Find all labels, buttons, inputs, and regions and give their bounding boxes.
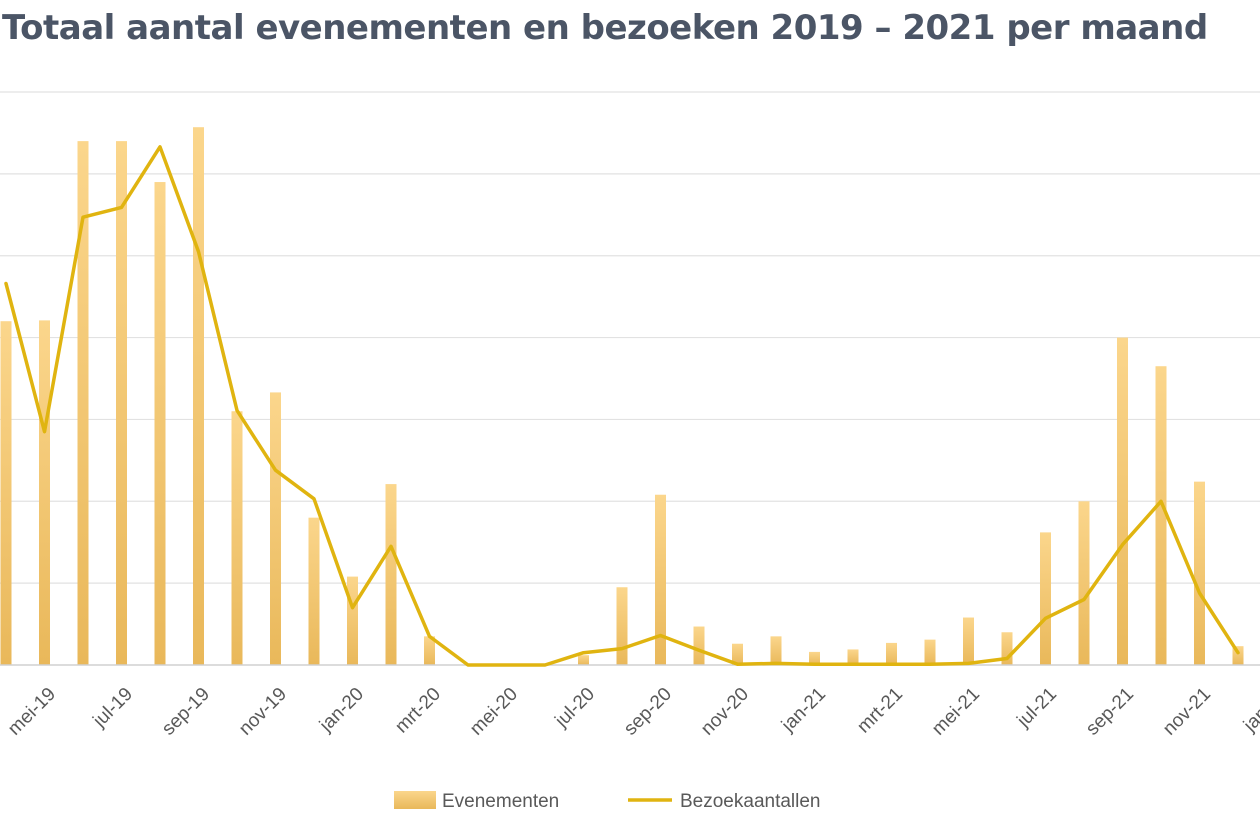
bar-apr-19 bbox=[0, 321, 12, 665]
bar-sep-20 bbox=[655, 494, 666, 665]
x-tick-label: jul-20 bbox=[551, 684, 599, 732]
x-tick-label: mrt-21 bbox=[853, 684, 907, 738]
bar-okt-20 bbox=[693, 626, 705, 665]
bar-nov-21 bbox=[1194, 481, 1205, 665]
bar-feb-21 bbox=[847, 649, 859, 665]
bar-dec-19 bbox=[308, 517, 320, 665]
bar-mrt-21 bbox=[886, 642, 897, 665]
bar-mei-21 bbox=[963, 617, 974, 665]
bar-okt-21 bbox=[1155, 366, 1167, 665]
legend-label-bezoekaantallen: Bezoekaantallen bbox=[680, 791, 821, 812]
x-tick-label: jul-19 bbox=[89, 684, 137, 732]
x-tick-label: jan-20 bbox=[315, 684, 368, 737]
x-tick-label: mei-21 bbox=[928, 684, 984, 740]
legend-swatch-bar bbox=[394, 791, 436, 809]
bar-sep-21 bbox=[1117, 337, 1128, 665]
x-tick-label: sep-21 bbox=[1082, 684, 1138, 740]
bar-mrt-20 bbox=[424, 636, 435, 665]
bar-nov-19 bbox=[270, 392, 281, 665]
bar-aug-20 bbox=[616, 587, 628, 665]
x-tick-label: jan-21 bbox=[777, 684, 830, 737]
x-tick-label: jul-21 bbox=[1013, 684, 1061, 732]
bar-mei-19 bbox=[39, 320, 50, 665]
bar-sep-19 bbox=[193, 127, 204, 666]
bar-dec-20 bbox=[770, 636, 782, 665]
x-tick-label: sep-20 bbox=[620, 684, 676, 740]
line-Bezoekaantallen bbox=[4, 145, 1240, 667]
bar-jul-20 bbox=[578, 655, 589, 665]
legend-label-evenementen: Evenementen bbox=[442, 791, 559, 812]
bar-feb-20 bbox=[385, 484, 397, 665]
bar-jun-19 bbox=[77, 141, 89, 666]
x-tick-label: mei-19 bbox=[4, 684, 60, 740]
bar-jan-21 bbox=[809, 651, 820, 665]
bar-series bbox=[0, 127, 1244, 666]
x-tick-label: jan-22 bbox=[1239, 684, 1260, 737]
x-tick-label: sep-19 bbox=[158, 684, 214, 740]
x-tick-label: nov-19 bbox=[235, 684, 291, 740]
x-tick-label: mei-20 bbox=[466, 684, 522, 740]
bar-jun-21 bbox=[1001, 632, 1013, 665]
bar-jul-21 bbox=[1040, 532, 1051, 665]
x-tick-label: mrt-20 bbox=[391, 684, 445, 738]
bar-aug-21 bbox=[1078, 501, 1090, 665]
line-series bbox=[4, 145, 1240, 667]
legend: Evenementen Bezoekaantallen bbox=[394, 791, 821, 812]
bar-apr-21 bbox=[924, 639, 936, 665]
bar-dec-21 bbox=[1232, 646, 1244, 665]
x-tick-labels: mei-19 jul-19 sep-19 nov-19 jan-20 mrt-20 mei-… bbox=[4, 684, 1260, 740]
gridlines bbox=[0, 91, 1260, 584]
x-tick-label: nov-20 bbox=[697, 684, 753, 740]
chart-title: Totaal aantal evenementen en bezoeken 20… bbox=[2, 8, 1208, 48]
x-tick-label: nov-21 bbox=[1159, 684, 1215, 740]
bar-aug-19 bbox=[154, 182, 166, 666]
bar-jul-19 bbox=[116, 141, 127, 666]
bar-jan-20 bbox=[347, 576, 358, 665]
bar-nov-20 bbox=[732, 643, 743, 665]
bar-okt-19 bbox=[231, 411, 243, 665]
